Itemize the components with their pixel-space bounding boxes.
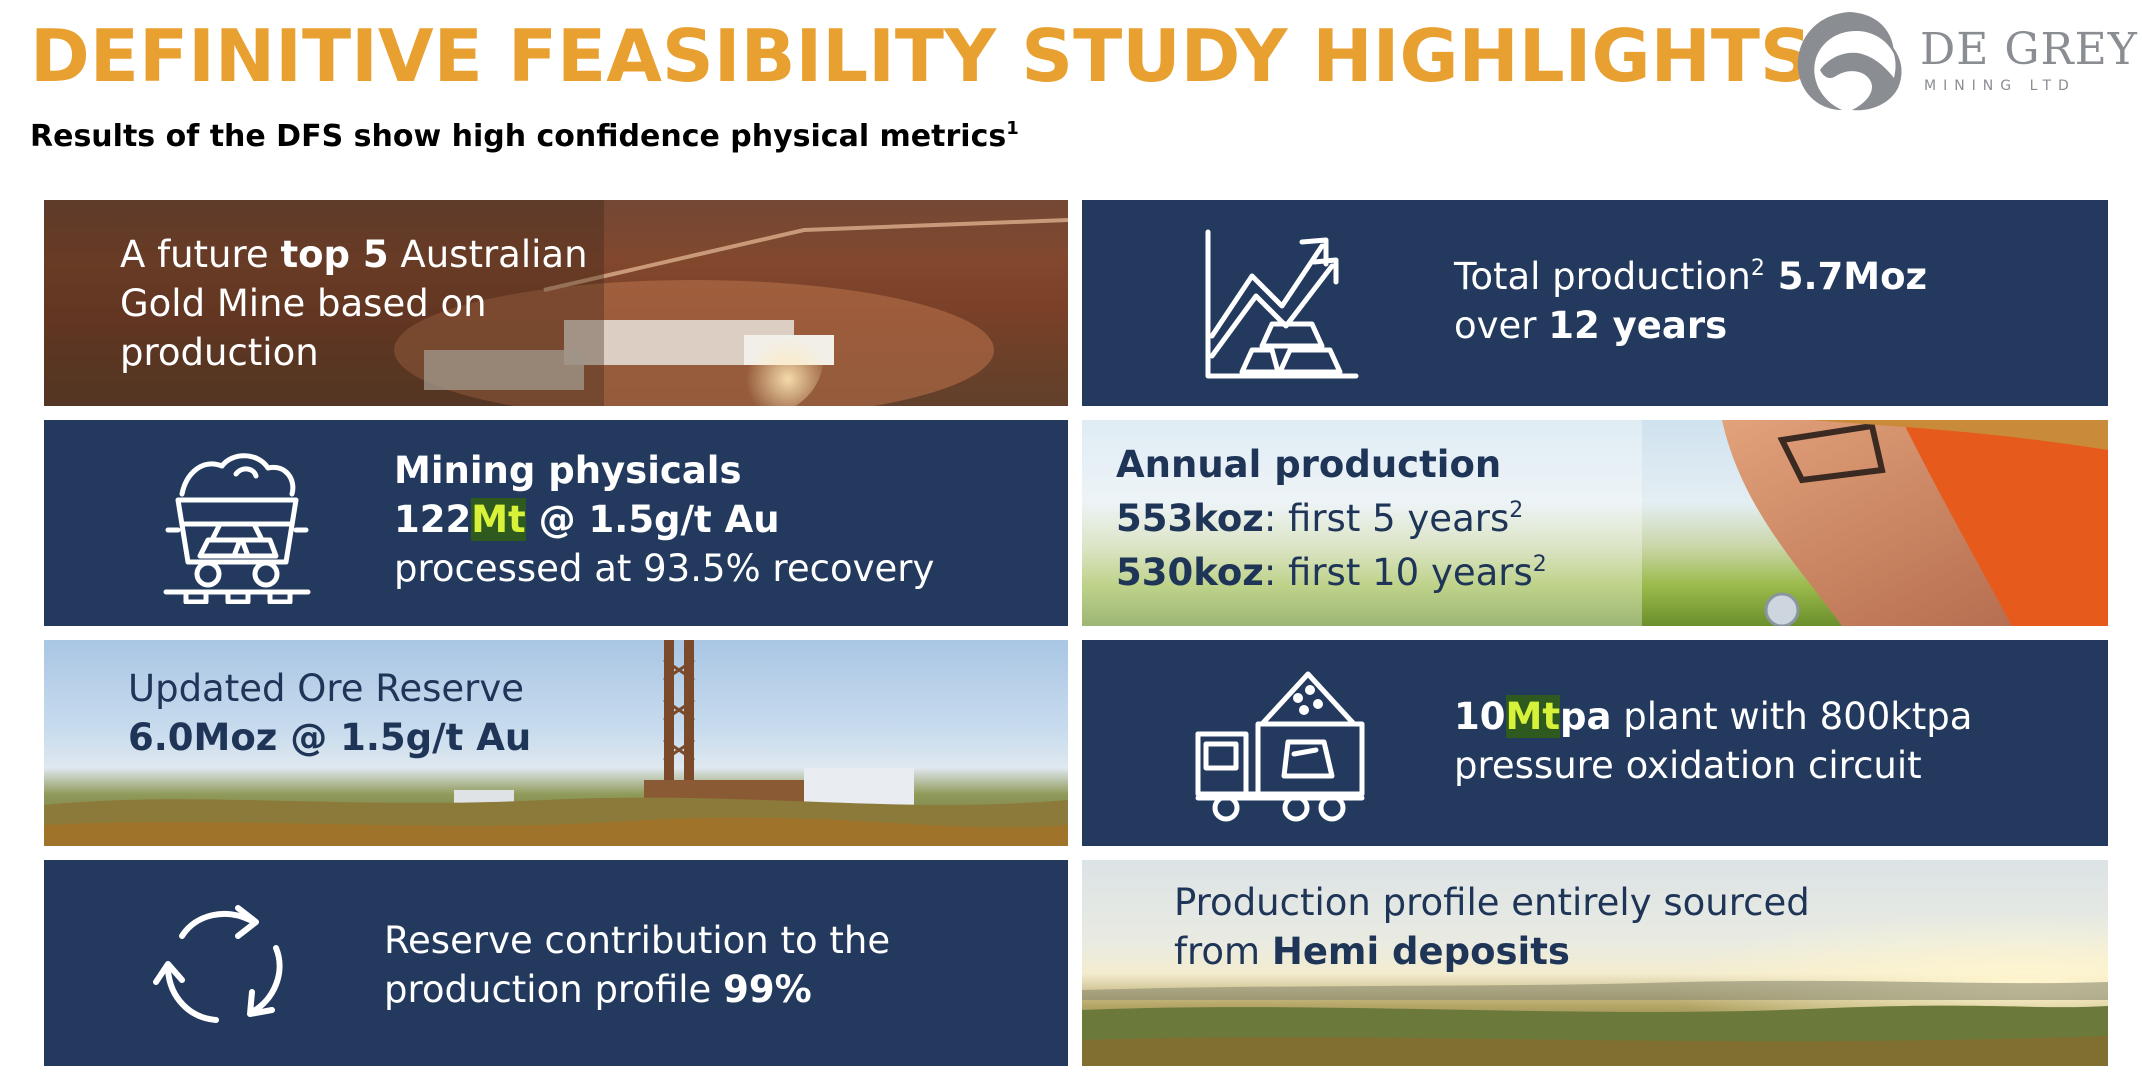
reserve-contribution-line2: production profile 99% <box>384 968 812 1011</box>
panel-mining-physicals-text: Mining physicals 122Mt @ 1.5g/t Au proce… <box>394 446 934 593</box>
plant-capacity-line1: 10Mtpa plant with 800ktpa <box>1454 695 1973 738</box>
swoosh-logo-icon <box>1797 12 1902 111</box>
panel-reserve-contribution-text: Reserve contribution to the production p… <box>384 916 890 1014</box>
company-logo: DE GREY MINING LTD <box>1790 6 2137 116</box>
logo-name: DE GREY <box>1920 24 2138 75</box>
hemi-deposits-line2: from Hemi deposits <box>1174 930 1570 973</box>
mining-physicals-grade: 122Mt @ 1.5g/t Au <box>394 498 780 541</box>
page-title: DEFINITIVE FEASIBILITY STUDY HIGHLIGHTS <box>30 14 1812 98</box>
subtitle-footnote: 1 <box>1006 118 1019 139</box>
panel-ore-reserve-text: Updated Ore Reserve 6.0Moz @ 1.5g/t Au <box>128 664 531 762</box>
panel-top5-line3: production <box>120 331 319 374</box>
panel-top5-line1: A future top 5 Australian <box>120 233 588 276</box>
annual-production-heading: Annual production <box>1116 443 1502 486</box>
total-production-line1: Total production2 5.7Moz <box>1454 255 1928 298</box>
subtitle-text: Results of the DFS show high confidence … <box>30 119 1007 154</box>
logo-subtitle: MINING LTD <box>1924 78 2076 94</box>
panel-mining-physicals: Mining physicals 122Mt @ 1.5g/t Au proce… <box>44 420 1068 626</box>
panel-total-production: Total production2 5.7Moz over 12 years <box>1082 200 2108 406</box>
panel-top5-text: A future top 5 Australian Gold Mine base… <box>120 230 588 377</box>
ore-reserve-value: 6.0Moz @ 1.5g/t Au <box>128 716 532 759</box>
panel-annual-production: Annual production 553koz: first 5 years2… <box>1082 420 2108 626</box>
recycle-arrows-icon <box>152 900 292 1030</box>
panel-ore-reserve: Updated Ore Reserve 6.0Moz @ 1.5g/t Au <box>44 640 1068 846</box>
panel-total-production-text: Total production2 5.7Moz over 12 years <box>1454 252 1927 350</box>
chart-gold-bars-icon <box>1202 226 1362 382</box>
plant-capacity-line2: pressure oxidation circuit <box>1454 744 1922 787</box>
panel-top5-line2: Gold Mine based on <box>120 282 487 325</box>
hemi-deposits-line1: Production profile entirely sourced <box>1174 881 1810 924</box>
ore-cart-icon <box>162 444 312 604</box>
panel-plant-capacity: 10Mtpa plant with 800ktpa pressure oxida… <box>1082 640 2108 846</box>
annual-production-line5yr: 553koz: first 5 years2 <box>1116 497 1524 540</box>
ore-reserve-heading: Updated Ore Reserve <box>128 667 525 710</box>
panel-annual-production-text: Annual production 553koz: first 5 years2… <box>1116 438 1547 600</box>
annual-production-line10yr: 530koz: first 10 years2 <box>1116 551 1547 594</box>
reserve-contribution-line1: Reserve contribution to the <box>384 919 891 962</box>
panel-hemi-deposits-text: Production profile entirely sourced from… <box>1174 878 1810 976</box>
panel-top5-mine: A future top 5 Australian Gold Mine base… <box>44 200 1068 406</box>
mine-site-photo <box>44 200 1068 406</box>
panel-plant-capacity-text: 10Mtpa plant with 800ktpa pressure oxida… <box>1454 692 1972 790</box>
mining-physicals-heading: Mining physicals <box>394 449 742 492</box>
page-subtitle: Results of the DFS show high confidence … <box>30 118 1019 154</box>
total-production-line2: over 12 years <box>1454 304 1728 347</box>
panel-reserve-contribution: Reserve contribution to the production p… <box>44 860 1068 1066</box>
geologist-photo <box>1082 420 2108 626</box>
dump-truck-icon <box>1192 664 1382 824</box>
panel-hemi-deposits: Production profile entirely sourced from… <box>1082 860 2108 1066</box>
outback-sunset-photo <box>1082 860 2108 1066</box>
mining-physicals-recovery: processed at 93.5% recovery <box>394 547 935 590</box>
drill-rig-photo <box>44 640 1068 846</box>
